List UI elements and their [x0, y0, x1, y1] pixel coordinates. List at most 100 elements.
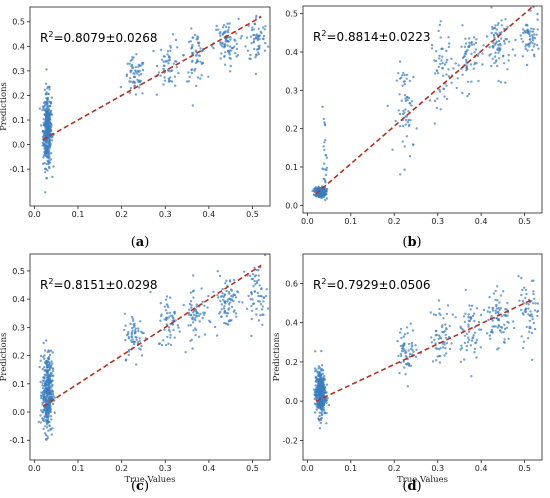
data-point: [42, 133, 46, 137]
data-point: [463, 341, 467, 345]
data-point: [254, 53, 258, 56]
data-point: [445, 61, 448, 64]
data-point: [526, 337, 530, 340]
axes-frame: [29, 253, 271, 461]
data-point: [251, 277, 255, 280]
data-point: [407, 362, 411, 366]
data-point: [172, 311, 176, 314]
data-point: [478, 328, 481, 331]
data-point: [46, 435, 49, 438]
data-point: [531, 315, 534, 318]
x-tick-label: 0.4: [203, 210, 216, 219]
data-point: [404, 108, 407, 111]
data-point: [528, 42, 531, 45]
data-point: [444, 333, 447, 337]
data-point: [485, 332, 489, 335]
data-point: [533, 43, 536, 46]
data-point: [502, 331, 505, 334]
data-point: [41, 403, 44, 406]
axes-frame: [302, 5, 543, 214]
data-point: [216, 270, 219, 273]
data-point: [325, 168, 328, 172]
data-point: [400, 354, 403, 358]
data-point: [490, 315, 493, 318]
data-point: [323, 148, 326, 152]
data-point: [119, 85, 123, 89]
data-point: [165, 303, 168, 306]
data-point: [446, 304, 450, 307]
y-tick-label: 0.0: [12, 408, 25, 417]
data-point: [470, 41, 473, 44]
data-point: [159, 302, 162, 305]
data-point: [224, 302, 227, 305]
data-point: [46, 359, 49, 362]
data-point: [45, 369, 48, 372]
data-point: [430, 43, 434, 47]
data-point: [44, 433, 48, 437]
data-point: [188, 302, 192, 306]
data-point: [253, 290, 256, 293]
data-point: [241, 301, 244, 304]
data-point: [314, 411, 317, 414]
data-point: [249, 57, 252, 61]
data-point: [489, 53, 492, 56]
data-point: [166, 53, 169, 56]
data-point: [459, 327, 463, 330]
data-point: [236, 291, 240, 294]
data-point: [259, 294, 262, 298]
data-point: [477, 52, 480, 55]
data-point: [226, 40, 230, 43]
data-point: [491, 306, 495, 310]
data-point: [445, 49, 448, 53]
data-point: [495, 317, 499, 320]
data-point: [406, 385, 409, 388]
data-point: [140, 72, 143, 76]
data-point: [44, 171, 47, 174]
data-point: [528, 325, 531, 328]
data-point: [409, 119, 412, 122]
data-point: [135, 72, 139, 75]
data-point: [324, 181, 327, 184]
data-point: [185, 80, 189, 83]
x-tick-label: 0.0: [28, 464, 41, 473]
scatter-points: [38, 14, 270, 194]
data-point: [322, 381, 325, 385]
data-point: [131, 56, 134, 59]
data-point: [311, 189, 314, 193]
data-point: [46, 366, 49, 369]
data-point: [252, 285, 255, 288]
data-point: [503, 327, 507, 331]
data-point: [405, 77, 408, 81]
data-point: [175, 60, 178, 63]
data-point: [192, 274, 195, 277]
data-point: [43, 144, 46, 147]
data-point: [164, 309, 168, 312]
data-point: [47, 384, 50, 387]
data-point: [481, 63, 484, 66]
chart-panel-d: 0.0 0.1 0.2 0.3 0.4 0.5 -0.2 0.0 0.2 0.4 0.6 True V…: [272, 253, 543, 494]
data-point: [455, 86, 458, 90]
data-point: [502, 290, 505, 293]
data-point: [190, 60, 194, 63]
data-point: [216, 294, 219, 297]
data-point: [518, 299, 521, 302]
data-point: [504, 18, 507, 21]
data-point: [127, 353, 130, 357]
y-axis-label: Predictions: [272, 333, 282, 382]
data-point: [438, 57, 441, 60]
r2-annotation: R2=0.8814±0.0223: [313, 29, 431, 44]
data-point: [175, 66, 178, 69]
data-point: [439, 347, 442, 350]
data-point: [322, 401, 326, 404]
data-point: [322, 145, 325, 148]
data-point: [225, 25, 228, 29]
r2-superscript: 2: [321, 277, 326, 286]
data-point: [228, 70, 232, 73]
x-tick-label: 0.0: [301, 217, 314, 226]
data-point: [517, 275, 520, 278]
data-point: [326, 187, 329, 191]
data-point: [234, 296, 238, 299]
data-point: [435, 347, 439, 350]
data-point: [208, 319, 211, 322]
data-point: [43, 88, 47, 92]
